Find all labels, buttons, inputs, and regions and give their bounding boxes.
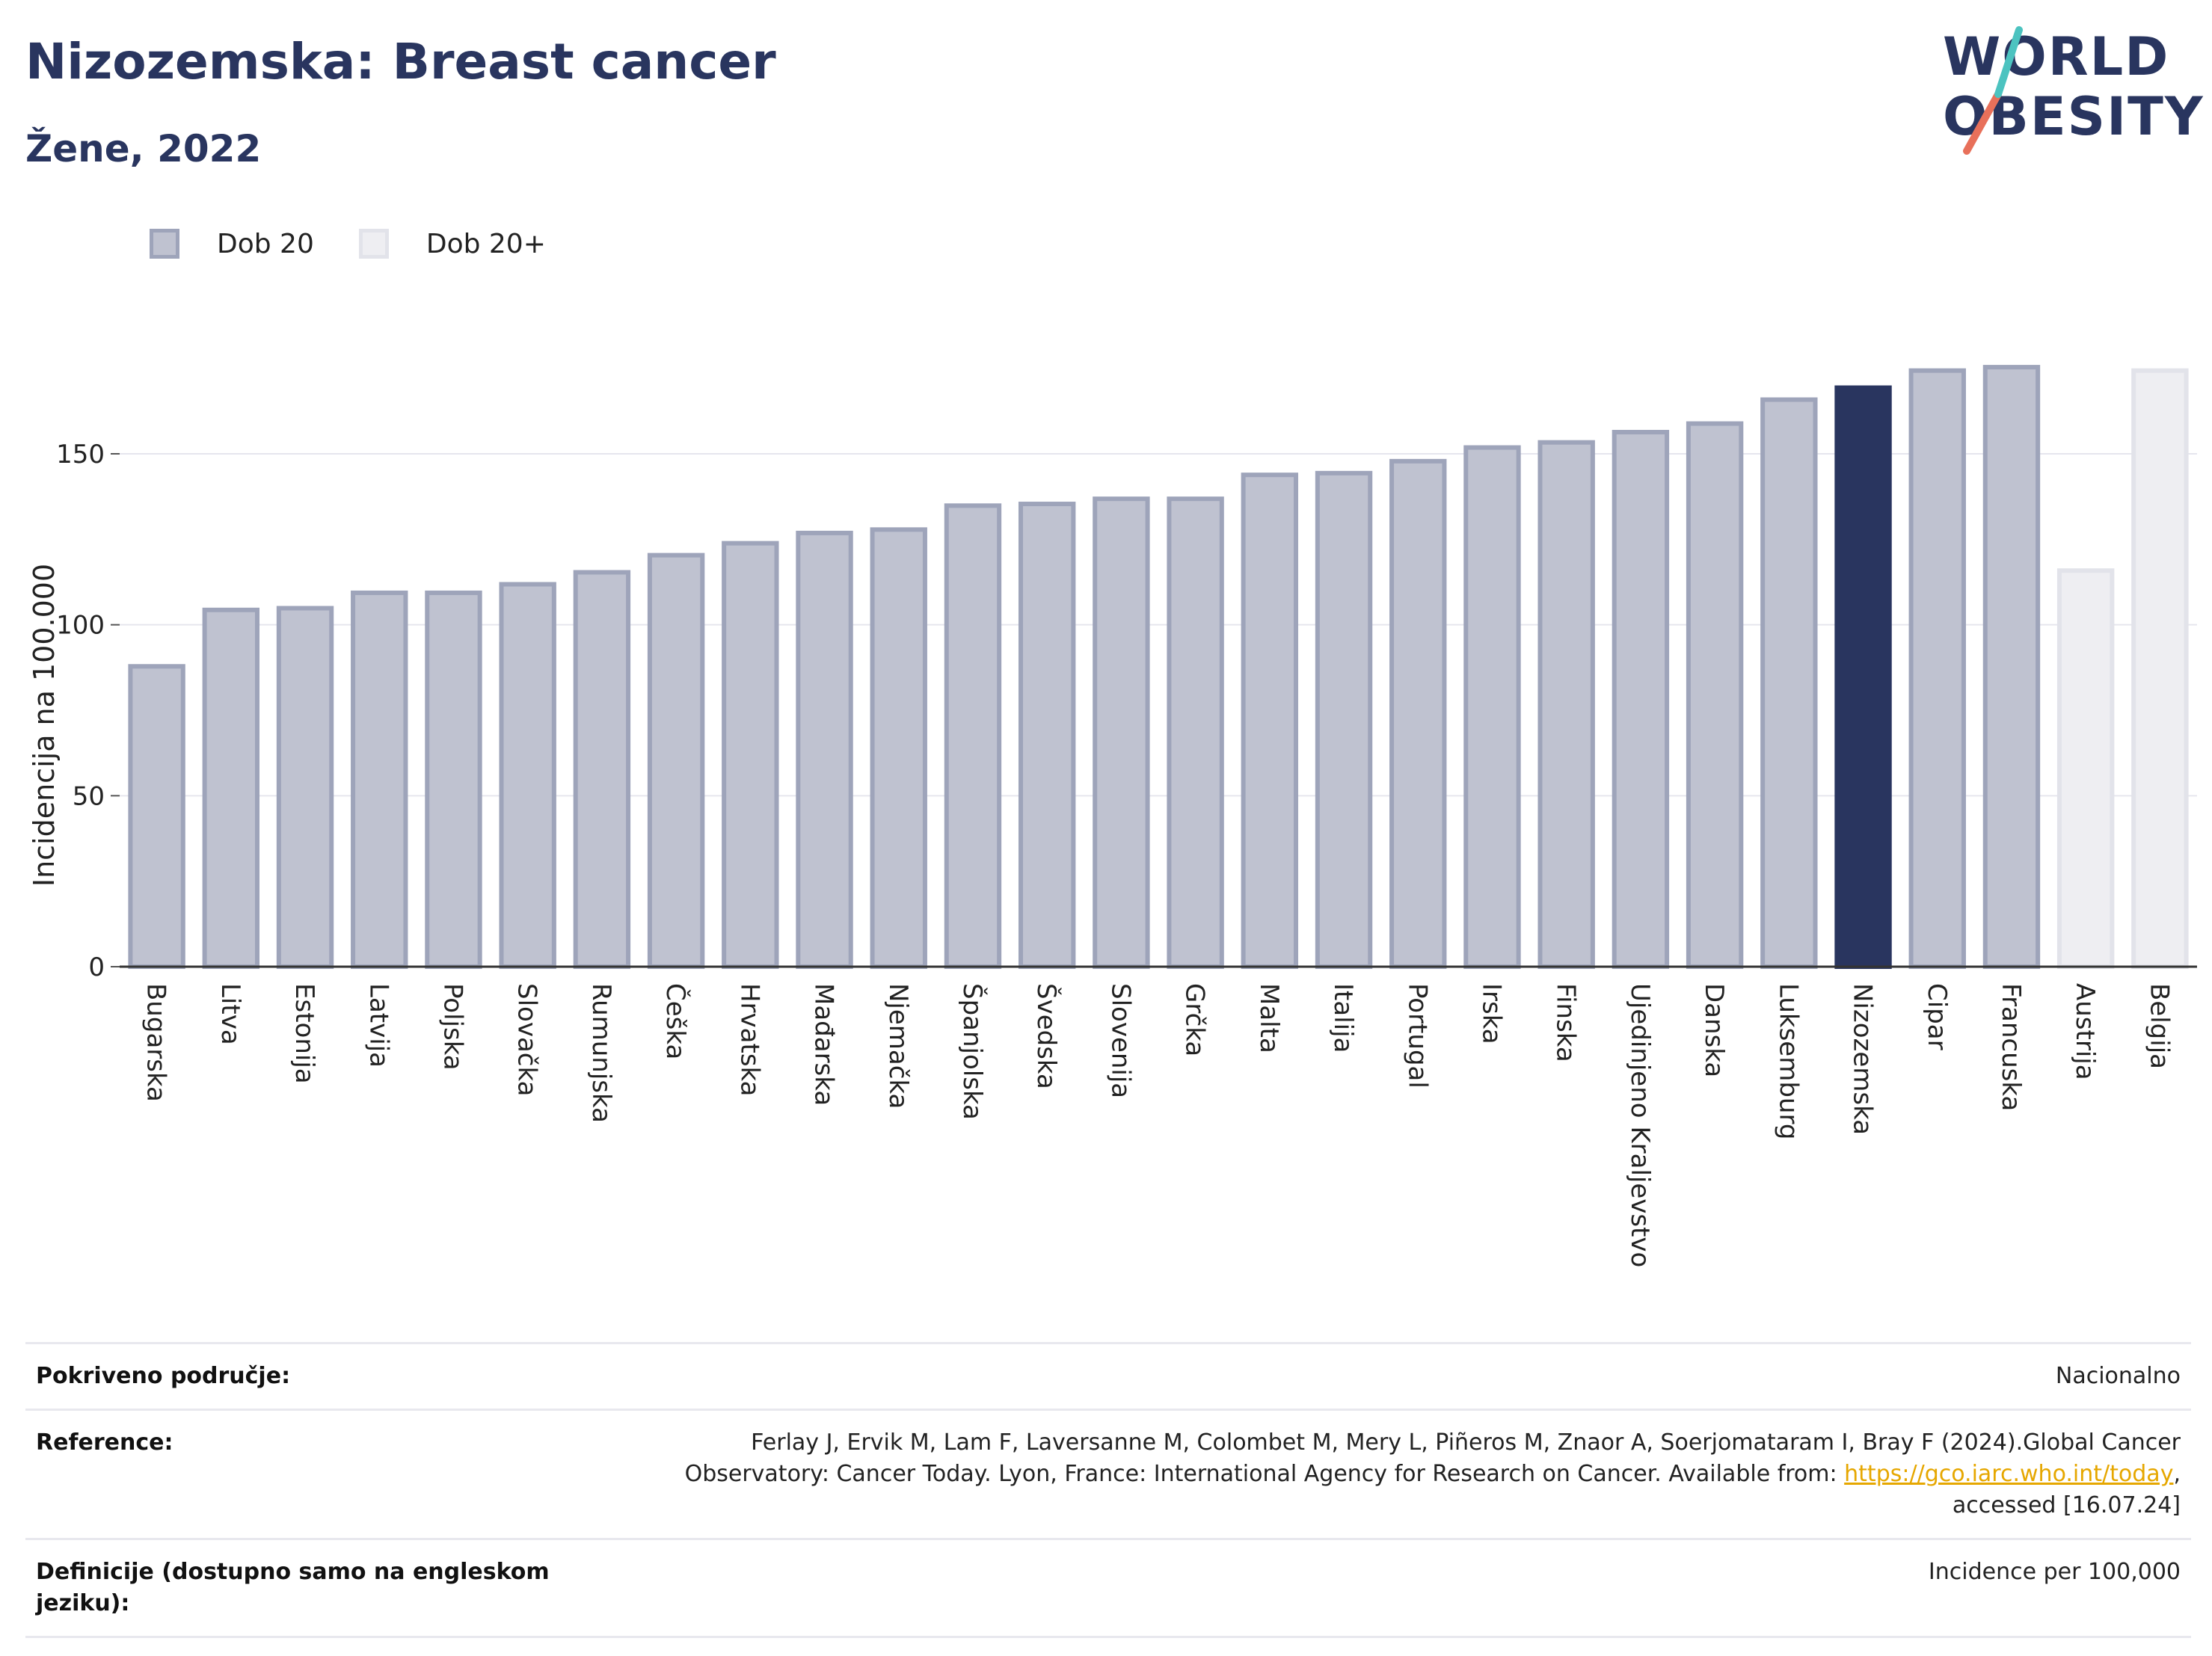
- x-tick-label-litva: Litva: [215, 983, 245, 1045]
- logo-slash-red: [1963, 90, 2002, 155]
- x-tick-label-bugarska: Bugarska: [141, 983, 171, 1102]
- info-row-coverage: Pokriveno područje: Nacionalno: [25, 1342, 2191, 1409]
- y-tick-label-100: 100: [56, 611, 105, 641]
- x-tick-label-rumunjska: Rumunjska: [586, 983, 616, 1123]
- x-tick-label-spanjolska: Španjolska: [957, 983, 988, 1120]
- page-title: Nizozemska: Breast cancer: [25, 33, 776, 90]
- x-tick-label-cipar: Cipar: [1922, 983, 1952, 1050]
- bar-slovenija[interactable]: [1093, 496, 1150, 969]
- bar-hrvatska[interactable]: [722, 541, 779, 969]
- x-tick-label-belgija: Belgija: [2144, 983, 2174, 1069]
- world-obesity-logo: WORLD OBESITY: [1943, 26, 2203, 155]
- logo-slash-teal: [1994, 26, 2023, 98]
- bar-portugal[interactable]: [1389, 458, 1447, 969]
- logo-line-1: WORLD: [1943, 26, 2169, 87]
- bar-chart: 0 50 100 150 Incidencija na 100.000 Bugarska L…: [28, 365, 2197, 1267]
- chart-legend: Dob 20 Dob 20+: [150, 223, 591, 265]
- bar-estonija[interactable]: [276, 606, 334, 969]
- x-tick-label-luksemburg: Luksemburg: [1773, 983, 1803, 1139]
- bar-nizozemska[interactable]: [1834, 385, 1892, 969]
- definition-label: Definicije (dostupno samo na engleskom j…: [36, 1559, 550, 1616]
- info-table: Pokriveno područje: Nacionalno Reference…: [25, 1342, 2191, 1638]
- legend-label-dob-20: Dob 20: [217, 228, 314, 259]
- x-tick-label-hrvatska: Hrvatska: [734, 983, 764, 1096]
- bar-bugarska[interactable]: [128, 664, 185, 969]
- bar-grcka[interactable]: [1167, 496, 1224, 969]
- bar-poljska[interactable]: [425, 590, 482, 970]
- x-tick-label-estonija: Estonija: [289, 983, 319, 1084]
- bar-ceska[interactable]: [647, 552, 705, 969]
- coverage-value: Nacionalno: [2055, 1363, 2181, 1389]
- bar-slovacka[interactable]: [499, 582, 556, 969]
- bar-danska[interactable]: [1686, 421, 1744, 969]
- reference-value: Ferlay J, Ervik M, Lam F, Laversanne M, …: [648, 1427, 2181, 1521]
- bar-malta[interactable]: [1241, 473, 1299, 969]
- reference-suffix: , accessed [16.07.24]: [1952, 1461, 2181, 1518]
- bar-italija[interactable]: [1315, 470, 1373, 969]
- x-tick-label-portugal: Portugal: [1402, 983, 1432, 1089]
- bar-spanjolska[interactable]: [944, 503, 1002, 969]
- x-tick-label-ceska: Češka: [660, 983, 691, 1059]
- y-tick-label-0: 0: [88, 952, 105, 982]
- y-axis-title: Incidencija na 100.000: [28, 564, 61, 887]
- x-tick-label-finska: Finska: [1551, 983, 1581, 1062]
- x-tick-label-austrija: Austrija: [2070, 983, 2100, 1080]
- bar-ujedinjeno-kraljevstvo[interactable]: [1612, 429, 1670, 969]
- bar-svedska[interactable]: [1018, 502, 1076, 969]
- bar-litva[interactable]: [202, 607, 260, 969]
- bar-luksemburg[interactable]: [1760, 397, 1818, 969]
- x-tick-label-njemacka: Njemačka: [883, 983, 913, 1109]
- reference-link[interactable]: https://gco.iarc.who.int/today: [1844, 1461, 2174, 1487]
- page-subtitle: Žene, 2022: [25, 127, 262, 170]
- bar-rumunjska[interactable]: [573, 570, 631, 969]
- definition-value: Incidence per 100,000: [1928, 1559, 2181, 1585]
- x-tick-label-grcka: Grčka: [1180, 983, 1210, 1056]
- x-tick-label-danska: Danska: [1699, 983, 1729, 1077]
- bar-irska[interactable]: [1463, 445, 1521, 969]
- x-tick-label-slovacka: Slovačka: [512, 983, 542, 1096]
- coverage-label: Pokriveno područje:: [36, 1363, 291, 1389]
- x-tick-label-madarska: Mađarska: [809, 983, 839, 1106]
- y-tick-label-150: 150: [56, 440, 105, 470]
- bar-njemacka[interactable]: [870, 527, 927, 969]
- x-tick-label-latvija: Latvija: [363, 983, 393, 1068]
- bar-latvija[interactable]: [351, 590, 408, 970]
- legend-swatch-dob-20-plus: [358, 229, 389, 259]
- legend-item-dob-20[interactable]: Dob 20: [150, 229, 314, 259]
- legend-item-dob-20-plus[interactable]: Dob 20+: [358, 228, 546, 259]
- bar-cipar[interactable]: [1908, 368, 1966, 969]
- reference-text: Ferlay J, Ervik M, Lam F, Laversanne M, …: [684, 1429, 2181, 1487]
- x-tick-label-malta: Malta: [1254, 983, 1284, 1053]
- x-tick-label-nizozemska: Nizozemska: [1848, 983, 1878, 1135]
- x-tick-label-francuska: Francuska: [1996, 983, 2026, 1111]
- x-tick-label-slovenija: Slovenija: [1105, 983, 1135, 1098]
- bar-francuska[interactable]: [1982, 365, 2041, 969]
- bar-finska[interactable]: [1537, 440, 1595, 969]
- x-tick-label-italija: Italija: [1328, 983, 1358, 1053]
- bar-madarska[interactable]: [796, 530, 853, 969]
- reference-label: Reference:: [36, 1429, 173, 1456]
- info-row-definition: Definicije (dostupno samo na engleskom j…: [25, 1538, 2191, 1638]
- legend-label-dob-20-plus: Dob 20+: [425, 228, 546, 259]
- x-tick-label-irska: Irska: [1476, 983, 1506, 1044]
- legend-swatch-dob-20: [150, 229, 179, 259]
- x-tick-label-svedska: Švedska: [1031, 983, 1062, 1089]
- y-tick-label-50: 50: [73, 781, 105, 811]
- info-row-reference: Reference: Ferlay J, Ervik M, Lam F, Lav…: [25, 1409, 2191, 1538]
- x-tick-label-ujedinjeno-kraljevstvo: Ujedinjeno Kraljevstvo: [1625, 983, 1655, 1267]
- bar-austrija[interactable]: [2056, 568, 2115, 969]
- x-tick-label-poljska: Poljska: [437, 983, 467, 1071]
- bar-belgija[interactable]: [2131, 368, 2189, 969]
